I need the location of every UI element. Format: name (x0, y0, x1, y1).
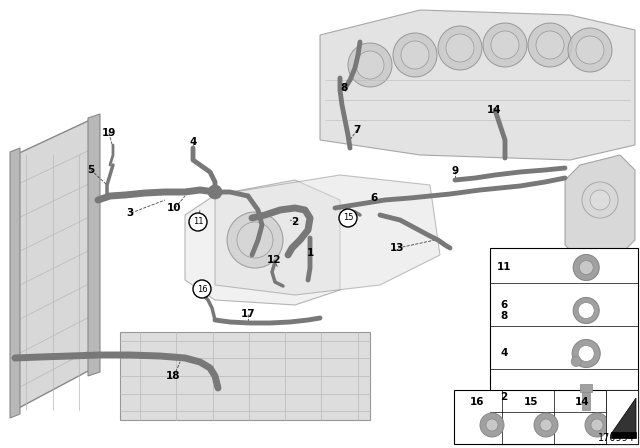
Text: 2: 2 (291, 217, 299, 227)
Text: 9: 9 (451, 166, 459, 176)
Text: 19: 19 (102, 128, 116, 138)
Polygon shape (320, 10, 635, 160)
Text: 4: 4 (189, 137, 196, 147)
Polygon shape (88, 114, 100, 376)
Text: 7: 7 (353, 125, 361, 135)
Circle shape (446, 34, 474, 62)
Circle shape (491, 31, 519, 59)
Polygon shape (215, 175, 440, 295)
Circle shape (572, 357, 581, 366)
Circle shape (585, 413, 609, 437)
Text: 12: 12 (267, 255, 281, 265)
Bar (606, 390, 638, 444)
Circle shape (591, 419, 603, 431)
Circle shape (237, 222, 273, 258)
Text: 11: 11 (497, 263, 511, 272)
Circle shape (401, 41, 429, 69)
Bar (580, 384, 592, 392)
Text: 10: 10 (167, 203, 181, 213)
Text: 18: 18 (166, 371, 180, 381)
Circle shape (189, 213, 207, 231)
Text: 17: 17 (241, 309, 255, 319)
Bar (490, 248, 638, 444)
Polygon shape (15, 120, 90, 410)
Circle shape (568, 28, 612, 72)
Bar (454, 390, 638, 444)
Circle shape (536, 31, 564, 59)
Text: 3: 3 (126, 208, 134, 218)
Circle shape (480, 413, 504, 437)
Circle shape (540, 419, 552, 431)
Circle shape (483, 23, 527, 67)
Text: 2: 2 (500, 392, 508, 401)
Text: 16: 16 (470, 397, 484, 407)
Circle shape (486, 419, 498, 431)
Circle shape (356, 51, 384, 79)
Text: 15: 15 (343, 214, 353, 223)
Text: 14: 14 (575, 397, 589, 407)
Polygon shape (185, 180, 340, 305)
Circle shape (579, 260, 593, 275)
Circle shape (193, 280, 211, 298)
Circle shape (227, 212, 283, 268)
Circle shape (339, 209, 357, 227)
Polygon shape (611, 398, 636, 434)
Bar (582, 392, 590, 410)
Text: 16: 16 (196, 284, 207, 293)
Polygon shape (565, 155, 635, 260)
Circle shape (348, 43, 392, 87)
Circle shape (576, 36, 604, 64)
Circle shape (438, 26, 482, 70)
Circle shape (578, 302, 594, 319)
Circle shape (590, 190, 610, 210)
Circle shape (534, 413, 558, 437)
Circle shape (573, 297, 599, 323)
Polygon shape (120, 332, 370, 420)
Text: 14: 14 (486, 105, 501, 115)
Bar (611, 432, 636, 438)
Circle shape (573, 254, 599, 280)
Text: 4: 4 (500, 349, 508, 358)
Text: 170994: 170994 (598, 433, 635, 443)
Text: 11: 11 (193, 217, 204, 227)
Circle shape (578, 345, 594, 362)
Circle shape (393, 33, 437, 77)
Text: 15: 15 (524, 397, 538, 407)
Polygon shape (10, 148, 20, 418)
Text: 5: 5 (88, 165, 95, 175)
Circle shape (582, 182, 618, 218)
Circle shape (572, 340, 600, 367)
Circle shape (528, 23, 572, 67)
Text: 6: 6 (371, 193, 378, 203)
Circle shape (208, 185, 222, 199)
Text: 13: 13 (390, 243, 404, 253)
Text: 8: 8 (340, 83, 348, 93)
Text: 1: 1 (307, 248, 314, 258)
Text: 6
8: 6 8 (500, 300, 508, 321)
